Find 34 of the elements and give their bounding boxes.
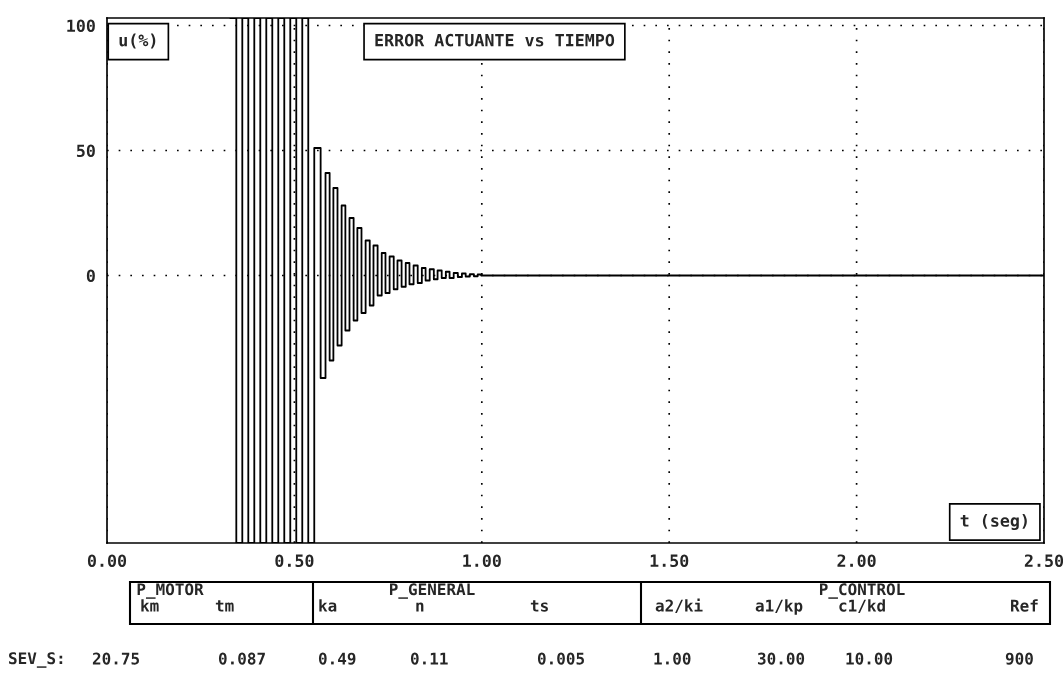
- y-axis-title: u(%): [119, 33, 156, 49]
- x-tick-label: 1.00: [463, 554, 501, 568]
- x-tick-label: 0.00: [87, 554, 127, 568]
- text: tm: [215, 600, 234, 612]
- text: n: [416, 602, 424, 612]
- y-tick-label: 50: [76, 144, 95, 158]
- text: P_CONTROL: [819, 583, 905, 599]
- text: 20.75: [92, 652, 139, 665]
- text: km: [141, 599, 159, 612]
- text: ka: [319, 599, 337, 612]
- text: a2/ki: [655, 598, 703, 613]
- x-tick-label: 0.50: [275, 554, 314, 568]
- x-tick-label: 2.50: [1024, 554, 1063, 568]
- text: 30.00: [757, 652, 805, 665]
- x-tick-label: 1.50: [650, 554, 689, 568]
- text: 0.087: [218, 652, 265, 665]
- y-tick-label: 100: [67, 19, 95, 33]
- text: P_GENERAL: [389, 583, 475, 599]
- text: 0.49: [318, 652, 356, 665]
- text: P_MOTOR: [137, 583, 204, 599]
- text: a1/kp: [755, 599, 803, 615]
- text: ts: [530, 600, 548, 612]
- x-tick-label: 2.00: [837, 554, 876, 568]
- text: 0.11: [410, 652, 448, 665]
- x-axis-title: t (seg): [960, 513, 1027, 531]
- text: 0.005: [537, 652, 584, 665]
- text: 900: [1005, 652, 1033, 665]
- text: SEV_S:: [9, 652, 63, 668]
- y-tick-label: 0: [86, 269, 95, 283]
- text: 10.00: [846, 652, 893, 665]
- text: 1.00: [654, 652, 691, 665]
- text: ERROR ACTUANTE vs TIEMPO: [375, 33, 615, 47]
- text: Ref: [1011, 599, 1038, 612]
- text: c1/kd: [839, 599, 885, 613]
